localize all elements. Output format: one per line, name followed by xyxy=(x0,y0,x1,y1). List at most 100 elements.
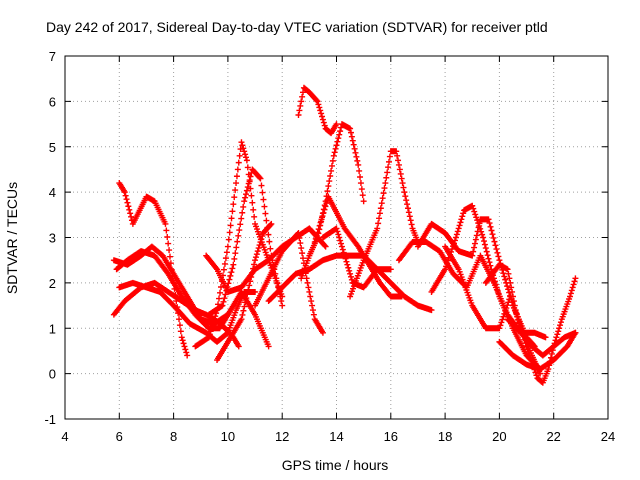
data-point xyxy=(300,89,307,96)
data-point xyxy=(487,262,494,269)
data-point xyxy=(225,236,232,243)
data-point xyxy=(376,210,383,217)
data-point xyxy=(165,240,172,247)
data-point xyxy=(485,216,492,223)
data-point xyxy=(357,174,364,180)
data-point xyxy=(555,328,562,335)
data-point xyxy=(307,293,314,300)
data-point xyxy=(229,265,236,272)
grid-lines xyxy=(65,56,608,419)
data-point xyxy=(315,226,322,233)
data-point xyxy=(456,222,463,229)
data-point xyxy=(472,211,479,218)
data-point xyxy=(340,249,347,256)
data-point xyxy=(379,195,386,202)
data-point xyxy=(262,210,269,217)
data-point xyxy=(265,231,272,238)
data-point xyxy=(223,330,230,337)
data-point xyxy=(469,252,476,259)
data-point xyxy=(377,205,384,212)
data-point xyxy=(249,199,256,206)
data-point xyxy=(505,286,512,293)
data-point xyxy=(311,239,318,246)
data-point xyxy=(481,241,488,248)
data-point xyxy=(500,270,507,277)
data-point xyxy=(230,201,237,208)
data-point xyxy=(473,232,480,239)
y-tick-label: 2 xyxy=(49,276,56,291)
data-point xyxy=(236,227,243,234)
data-point xyxy=(557,322,564,329)
data-point xyxy=(381,185,388,192)
data-point xyxy=(318,110,325,117)
data-point xyxy=(207,328,214,335)
data-point xyxy=(345,264,352,271)
x-tick-label: 24 xyxy=(601,429,615,444)
data-point xyxy=(319,329,326,336)
data-point xyxy=(493,246,500,253)
data-point xyxy=(491,278,498,285)
data-point xyxy=(383,174,390,181)
data-point xyxy=(360,198,367,205)
data-point xyxy=(221,260,228,267)
data-point xyxy=(459,213,466,220)
data-point xyxy=(375,220,382,227)
data-point xyxy=(502,307,509,314)
data-point xyxy=(128,213,135,220)
data-point xyxy=(206,331,213,338)
data-point xyxy=(279,302,286,309)
data-point xyxy=(338,240,345,247)
data-point xyxy=(122,192,129,199)
data-point xyxy=(226,229,233,236)
data-point xyxy=(470,248,477,255)
data-point xyxy=(504,266,511,273)
data-point xyxy=(515,317,522,323)
data-point xyxy=(317,219,324,226)
data-point xyxy=(398,293,405,300)
data-point xyxy=(243,295,250,302)
data-point xyxy=(471,244,478,251)
data-point xyxy=(443,263,450,270)
data-point xyxy=(321,242,328,249)
data-point xyxy=(329,157,336,164)
data-point xyxy=(380,190,387,197)
data-point xyxy=(238,139,245,146)
data-point xyxy=(378,200,385,207)
data-point xyxy=(237,146,244,153)
x-axis-ticks: 4 6 8 10 12 14 16 18 20 22 24 xyxy=(61,56,615,444)
series-track-p xyxy=(311,193,405,300)
data-point xyxy=(184,352,191,359)
data-point xyxy=(483,248,490,255)
data-point xyxy=(332,145,339,152)
data-point xyxy=(339,246,346,253)
data-point xyxy=(253,251,260,258)
data-point xyxy=(230,261,237,268)
data-point xyxy=(256,242,263,249)
data-point xyxy=(295,229,302,236)
data-point xyxy=(397,170,404,177)
data-point xyxy=(208,325,215,332)
data-point xyxy=(488,227,495,234)
data-point xyxy=(261,203,268,210)
data-point xyxy=(513,310,520,317)
data-point xyxy=(335,231,342,238)
data-point xyxy=(328,162,335,169)
data-point xyxy=(533,372,540,379)
plot-frame xyxy=(64,55,609,420)
data-point xyxy=(344,261,351,268)
data-point xyxy=(213,265,220,272)
data-point xyxy=(224,311,231,318)
data-point xyxy=(506,275,513,282)
data-point xyxy=(479,231,486,238)
data-point xyxy=(234,166,241,173)
data-point xyxy=(528,357,535,364)
data-point xyxy=(553,334,560,341)
data-point xyxy=(257,239,264,246)
data-point xyxy=(482,245,489,252)
data-point xyxy=(475,224,482,231)
data-point xyxy=(298,98,305,105)
data-point xyxy=(504,302,511,309)
data-point xyxy=(183,349,190,356)
data-point xyxy=(404,201,411,208)
